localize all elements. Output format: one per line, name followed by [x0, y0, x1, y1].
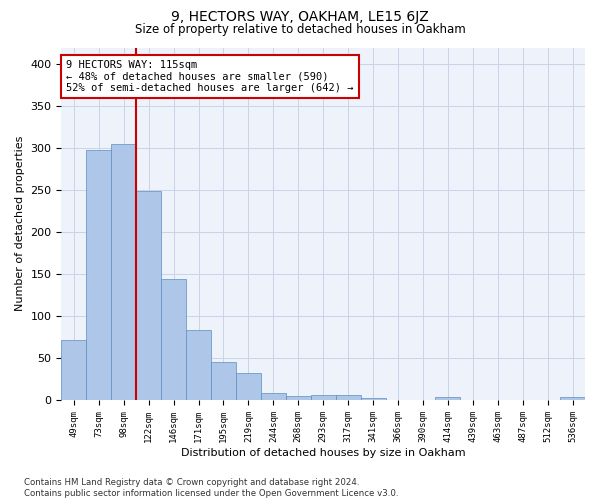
Text: 9 HECTORS WAY: 115sqm
← 48% of detached houses are smaller (590)
52% of semi-det: 9 HECTORS WAY: 115sqm ← 48% of detached …	[67, 60, 354, 94]
Bar	[560, 398, 585, 400]
Y-axis label: Number of detached properties: Number of detached properties	[15, 136, 25, 312]
Text: 9, HECTORS WAY, OAKHAM, LE15 6JZ: 9, HECTORS WAY, OAKHAM, LE15 6JZ	[171, 10, 429, 24]
Bar	[361, 398, 386, 400]
Bar	[286, 396, 311, 400]
Text: Contains HM Land Registry data © Crown copyright and database right 2024.
Contai: Contains HM Land Registry data © Crown c…	[24, 478, 398, 498]
Bar	[161, 279, 186, 400]
Bar	[335, 395, 361, 400]
Bar	[61, 340, 86, 400]
Bar	[136, 191, 161, 400]
Bar	[261, 394, 286, 400]
Bar	[111, 144, 136, 400]
Bar	[211, 362, 236, 400]
Bar	[86, 150, 111, 400]
Text: Size of property relative to detached houses in Oakham: Size of property relative to detached ho…	[134, 22, 466, 36]
Bar	[186, 330, 211, 400]
Bar	[236, 373, 261, 400]
Bar	[436, 398, 460, 400]
X-axis label: Distribution of detached houses by size in Oakham: Distribution of detached houses by size …	[181, 448, 466, 458]
Bar	[311, 395, 335, 400]
